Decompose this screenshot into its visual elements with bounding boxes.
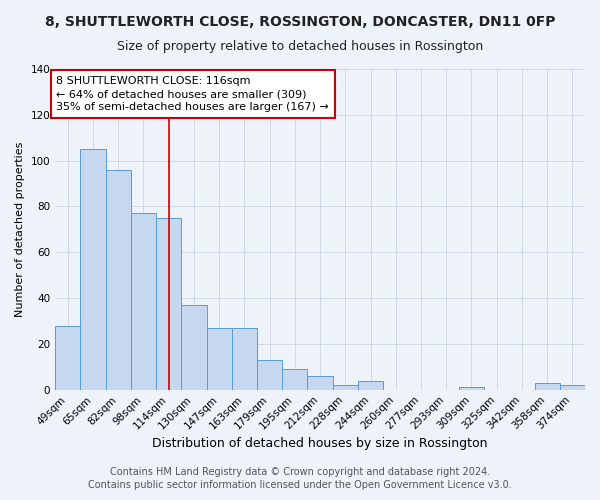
Bar [106,170,131,390]
Y-axis label: Number of detached properties: Number of detached properties [15,142,25,317]
Bar [332,385,358,390]
Text: 8, SHUTTLEWORTH CLOSE, ROSSINGTON, DONCASTER, DN11 0FP: 8, SHUTTLEWORTH CLOSE, ROSSINGTON, DONCA… [45,15,555,29]
Bar [282,369,307,390]
Bar [459,388,484,390]
Bar [257,360,282,390]
Bar [560,385,585,390]
Bar [358,380,383,390]
Bar [307,376,332,390]
Bar [80,149,106,390]
Text: Size of property relative to detached houses in Rossington: Size of property relative to detached ho… [117,40,483,53]
Bar [156,218,181,390]
X-axis label: Distribution of detached houses by size in Rossington: Distribution of detached houses by size … [152,437,488,450]
Text: 8 SHUTTLEWORTH CLOSE: 116sqm
← 64% of detached houses are smaller (309)
35% of s: 8 SHUTTLEWORTH CLOSE: 116sqm ← 64% of de… [56,76,329,112]
Bar [206,328,232,390]
Bar [181,305,206,390]
Bar [232,328,257,390]
Text: Contains HM Land Registry data © Crown copyright and database right 2024.
Contai: Contains HM Land Registry data © Crown c… [88,467,512,490]
Bar [55,326,80,390]
Bar [535,383,560,390]
Bar [131,214,156,390]
